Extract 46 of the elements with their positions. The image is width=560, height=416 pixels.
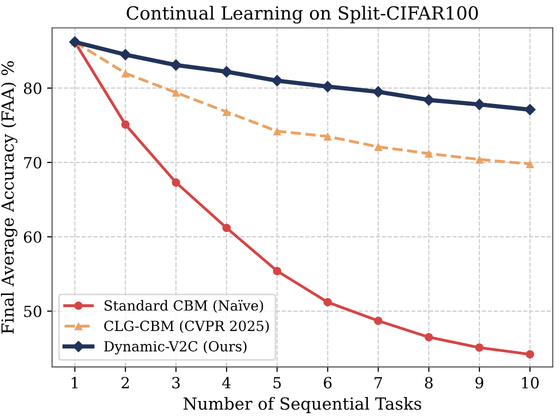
legend-label: Standard CBM (Naïve) (104, 300, 264, 313)
point (474, 98, 486, 110)
point (422, 94, 435, 106)
point (526, 160, 534, 168)
x-tick-label: 1 (72, 376, 78, 388)
point (424, 149, 433, 158)
legend-label: Dynamic-V2C (Ours) (104, 340, 246, 354)
x-tick-label: 4 (222, 376, 231, 388)
point (374, 142, 382, 151)
point (121, 69, 130, 78)
y-tick-label: 60 (24, 231, 42, 243)
point (120, 48, 132, 61)
y-axis-title: Final Average Accuracy (FAA) % (0, 61, 18, 334)
legend-label: CLG-CBM (CVPR 2025) (104, 320, 269, 334)
x-tick-label: 5 (274, 377, 281, 388)
point (172, 88, 180, 97)
x-tick-label: 2 (122, 376, 129, 388)
x-tick-label: 3 (172, 376, 180, 388)
point (324, 298, 332, 306)
x-tick-label: 8 (424, 376, 433, 388)
point (222, 224, 231, 232)
point (170, 59, 182, 71)
y-tick-label: 70 (24, 156, 42, 168)
point (222, 108, 231, 116)
y-tick-label: 80 (24, 82, 42, 94)
chart-title: Continual Learning on Split-CIFAR100 (126, 6, 478, 24)
point (424, 333, 433, 342)
point (475, 343, 484, 352)
point (272, 266, 282, 276)
point (121, 120, 130, 129)
point (272, 127, 282, 136)
point (524, 104, 536, 116)
point (220, 66, 232, 78)
point (324, 132, 332, 141)
point (374, 316, 382, 325)
x-tick-label: 7 (374, 377, 382, 388)
x-tick-label: 10 (522, 376, 539, 388)
point (475, 155, 484, 164)
point (526, 350, 534, 358)
x-tick-label: 6 (324, 376, 332, 388)
point (271, 74, 284, 87)
x-tick-label: 9 (475, 376, 484, 388)
y-tick-label: 50 (24, 306, 42, 318)
point (172, 178, 180, 187)
x-axis-title: Number of Sequential Tasks (184, 396, 422, 414)
point (372, 86, 384, 98)
